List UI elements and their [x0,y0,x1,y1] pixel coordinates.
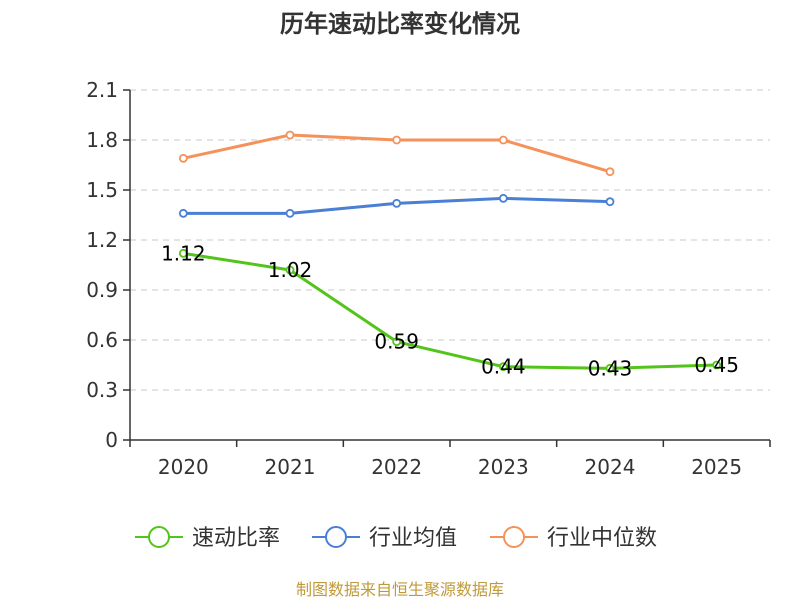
legend: 速动比率 行业均值 行业中位数 [135,526,657,551]
grid [130,89,770,391]
data-label: 1.02 [268,258,313,282]
series-0 [178,248,722,373]
data-point [498,193,508,203]
y-tick-label: 1.8 [86,128,118,152]
x-tick-label: 2023 [478,455,529,479]
data-point [605,167,615,177]
data-label: 0.43 [588,356,633,380]
data-point [712,360,722,370]
y-tick-label: 0.3 [86,378,118,402]
legend-marker [325,526,347,548]
data-point [285,130,295,140]
y-tick-label: 0.6 [86,328,118,352]
data-point [178,248,188,258]
y-tick-label: 2.1 [86,78,118,102]
data-point [178,208,188,218]
y-tick-label: 0 [105,428,118,452]
legend-label: 行业均值 [369,526,457,551]
y-tick-label: 1.5 [86,178,118,202]
series-line [183,251,717,370]
x-tick-label: 2022 [371,455,422,479]
legend-marker [148,526,170,548]
data-label: 0.45 [694,353,739,377]
series-1 [178,193,615,218]
x-tick-label: 2021 [265,455,316,479]
axes: 0 0.3 0.6 0.9 1.2 1.5 1.8 2.1 2020 2021 2022 2023 20… [86,78,771,479]
legend-marker [503,526,525,548]
x-tick-label: 2024 [585,455,636,479]
legend-item: 速动比率 [135,526,280,551]
data-point [392,198,402,208]
data-label: 1.12 [161,241,206,265]
data-point [392,337,402,347]
data-point [285,208,295,218]
data-point [285,265,295,275]
y-tick-label: 1.2 [86,228,118,252]
data-point [498,362,508,372]
y-tick-label: 0.9 [86,278,118,302]
series-2 [178,130,615,177]
chart-title: 历年速动比率变化情况 [280,10,520,38]
legend-item: 行业均值 [312,526,457,551]
data-point [605,197,615,207]
source-note: 制图数据来自恒生聚源数据库 [296,580,504,599]
legend-item: 行业中位数 [490,526,657,551]
legend-label: 速动比率 [192,526,280,551]
data-point [178,153,188,163]
legend-label: 行业中位数 [547,526,657,551]
series-lines [178,130,722,373]
x-tick-label: 2020 [158,455,209,479]
data-point [392,135,402,145]
data-labels: 1.12 1.02 0.59 0.44 0.43 0.45 [161,241,739,380]
data-label: 0.44 [481,355,526,379]
data-point [498,135,508,145]
data-label: 0.59 [374,330,419,354]
x-tick-label: 2025 [691,455,742,479]
data-point [605,363,615,373]
